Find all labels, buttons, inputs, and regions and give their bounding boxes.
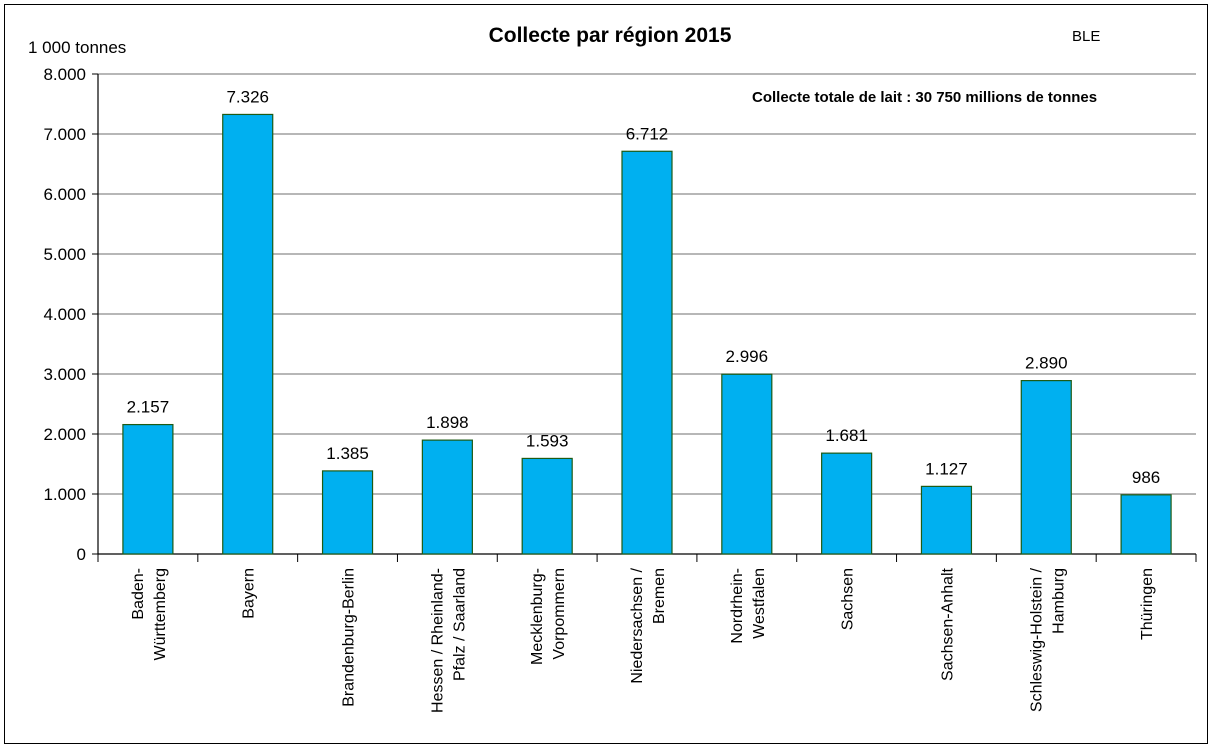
bar xyxy=(421,439,473,555)
category-label-line: Hessen / Rheinland- xyxy=(429,568,446,713)
category-label: Niedersachsen / Bremen xyxy=(629,567,668,683)
total-annotation: Collecte totale de lait : 30 750 million… xyxy=(752,89,1098,106)
y-tick-label: 1.000 xyxy=(43,485,86,504)
category-label-line: Württemberg xyxy=(152,568,169,660)
category-label-line: Niedersachsen / xyxy=(629,567,646,683)
y-tick-label: 0 xyxy=(77,545,86,564)
bar xyxy=(521,457,573,555)
y-tick-label: 2.000 xyxy=(43,425,86,444)
bar xyxy=(1020,380,1072,555)
category-label-line: Sachsen-Anhalt xyxy=(939,567,956,681)
category-label: Brandenburg-Berlin xyxy=(341,568,358,707)
data-label: 2.890 xyxy=(1025,354,1068,373)
data-label: 1.385 xyxy=(326,444,369,463)
category-label-line: Nordrhein- xyxy=(729,568,746,644)
y-axis-unit-label: 1 000 tonnes xyxy=(28,38,127,57)
category-label-line: Mecklenburg- xyxy=(529,568,546,665)
category-label-line: Westfalen xyxy=(751,568,768,639)
category-label-line: Vorpommern xyxy=(551,568,568,660)
data-label: 1.681 xyxy=(825,426,868,445)
category-label-line: Schleswig-Holstein / xyxy=(1028,567,1045,712)
category-label: Sachsen-Anhalt xyxy=(939,567,956,681)
y-tick-label: 4.000 xyxy=(43,305,86,324)
data-label: 6.712 xyxy=(626,124,669,143)
category-label: Hessen / Rheinland- Pfalz / Saarland xyxy=(429,568,468,713)
y-tick-label: 3.000 xyxy=(43,365,86,384)
category-label-line: Thüringen xyxy=(1139,568,1156,640)
chart-title: Collecte par région 2015 xyxy=(488,24,732,47)
data-label: 1.593 xyxy=(526,431,569,450)
category-label-line: Baden- xyxy=(130,568,147,620)
bar xyxy=(222,113,274,555)
chart-source: BLE xyxy=(1072,28,1101,45)
data-label: 2.996 xyxy=(726,347,769,366)
y-tick-label: 6.000 xyxy=(43,185,86,204)
category-label: Thüringen xyxy=(1139,568,1156,640)
data-label: 2.157 xyxy=(127,398,170,417)
category-label-line: Brandenburg-Berlin xyxy=(341,568,358,707)
y-tick-label: 7.000 xyxy=(43,125,86,144)
category-label-line: Bremen xyxy=(651,568,668,624)
category-label: Baden- Württemberg xyxy=(130,568,169,660)
bar xyxy=(920,485,973,555)
category-label: Mecklenburg- Vorpommern xyxy=(529,568,568,665)
data-label: 986 xyxy=(1132,468,1160,487)
category-label-line: Sachsen xyxy=(840,568,857,630)
bar xyxy=(1120,494,1172,555)
data-label: 1.127 xyxy=(925,459,968,478)
data-label: 1.898 xyxy=(426,413,469,432)
data-label: 7.326 xyxy=(226,87,269,106)
category-label-line: Hamburg xyxy=(1050,568,1067,634)
bar xyxy=(821,452,873,555)
category-label: Schleswig-Holstein / Hamburg xyxy=(1028,567,1067,712)
bar xyxy=(321,470,374,555)
bar xyxy=(122,423,174,555)
category-label: Sachsen xyxy=(840,568,857,630)
bar xyxy=(621,150,673,555)
category-label-line: Bayern xyxy=(241,568,258,619)
y-tick-label: 8.000 xyxy=(43,65,86,84)
category-label-line: Pfalz / Saarland xyxy=(451,568,468,681)
category-label: Nordrhein- Westfalen xyxy=(729,568,768,644)
bar xyxy=(721,373,773,555)
y-tick-label: 5.000 xyxy=(43,245,86,264)
category-label: Bayern xyxy=(241,568,258,619)
